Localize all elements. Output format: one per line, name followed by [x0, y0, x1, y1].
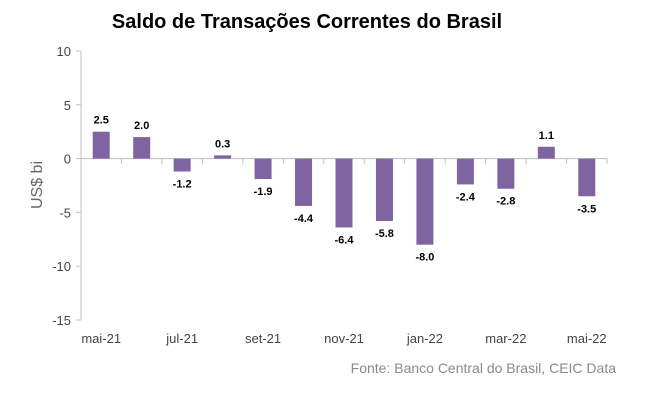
data-label-abr-22: 1.1 — [539, 130, 554, 142]
data-label-mai-22: -3.5 — [577, 203, 596, 215]
y-axis-label: US$ bi — [29, 161, 46, 209]
x-tick-label: mai-22 — [567, 331, 607, 346]
data-label-jun-21: 2.0 — [134, 120, 149, 132]
x-tick-label: jan-22 — [406, 331, 443, 346]
x-tick-label: nov-21 — [324, 331, 364, 346]
bar-dez-21 — [375, 158, 393, 222]
x-tick-label: jul-21 — [165, 331, 198, 346]
bar-mai-21 — [92, 131, 110, 159]
y-axis: 10 5 0 -5 -10 -15 — [52, 44, 82, 328]
x-tick-label: mar-22 — [485, 331, 526, 346]
bar-abr-22 — [537, 146, 555, 159]
y-tick-label: 10 — [57, 44, 71, 59]
data-label-dez-21: -5.8 — [375, 228, 394, 240]
bar-jan-22 — [416, 158, 434, 245]
data-label-fev-22: -2.4 — [456, 191, 476, 203]
x-tick-label: set-21 — [245, 331, 281, 346]
bar-fev-22 — [456, 158, 474, 185]
chart-title: Saldo de Transações Correntes do Brasil — [112, 11, 502, 33]
bar-out-21 — [295, 158, 313, 206]
data-label-jul-21: -1.2 — [173, 179, 192, 191]
source-note: Fonte: Banco Central do Brasil, CEIC Dat… — [351, 360, 617, 376]
data-label-out-21: -4.4 — [294, 213, 314, 225]
data-label-ago-21: 0.3 — [215, 138, 230, 150]
bars — [92, 131, 596, 245]
y-tick-label: -5 — [59, 205, 71, 220]
bar-set-21 — [254, 158, 272, 180]
bar-jun-21 — [133, 137, 151, 159]
x-axis: mai-21 jul-21 set-21 nov-21 jan-22 mar-22 mai-… — [80, 158, 608, 346]
bar-jul-21 — [173, 158, 191, 172]
data-label-mar-22: -2.8 — [496, 196, 515, 208]
data-label-set-21: -1.9 — [254, 186, 273, 198]
bar-mar-22 — [497, 158, 515, 189]
data-label-mai-21: 2.5 — [94, 115, 109, 127]
bar-mai-22 — [578, 158, 596, 197]
data-labels: 2.5 2.0 -1.2 0.3 -1.9 -4.4 -6.4 -5.8 -8.0 -2.4 -2.… — [94, 115, 597, 264]
y-tick-label: 0 — [64, 152, 71, 167]
x-tick-label: mai-21 — [81, 331, 121, 346]
data-label-jan-22: -8.0 — [415, 252, 434, 264]
bar-nov-21 — [335, 158, 353, 228]
y-tick-label: -10 — [52, 259, 71, 274]
y-tick-label: 5 — [64, 98, 71, 113]
y-tick-label: -15 — [52, 313, 71, 328]
bar-ago-21 — [214, 155, 232, 159]
data-label-nov-21: -6.4 — [335, 234, 355, 246]
